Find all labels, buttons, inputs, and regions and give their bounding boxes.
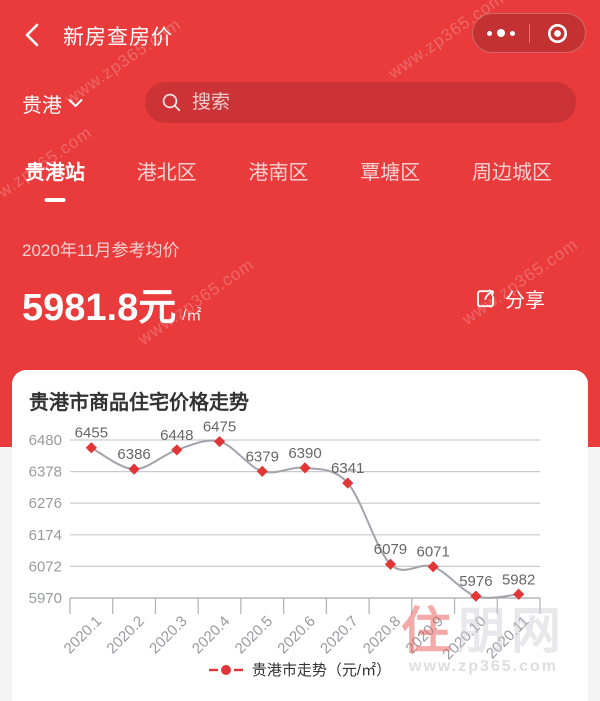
more-button[interactable] bbox=[473, 14, 529, 52]
x-tick-label: 2020.10 bbox=[439, 613, 489, 663]
chart-title: 贵港市商品住宅价格走势 bbox=[29, 392, 249, 414]
data-point-label: 6079 bbox=[374, 541, 407, 558]
price-trend-chart: 6480637862766174607259702020.12020.22020… bbox=[29, 419, 541, 663]
x-tick-label: 2020.11 bbox=[483, 613, 533, 663]
data-point-label: 6455 bbox=[75, 425, 108, 442]
price-trend-card: 贵港市商品住宅价格走势 6480 6378 6276 6174 6072 5970 2020… bbox=[12, 370, 588, 701]
miniprogram-capsule bbox=[472, 13, 586, 53]
share-box-arrow-icon bbox=[477, 289, 494, 308]
x-tick-label: 2020.5 bbox=[232, 613, 276, 657]
data-point-label: 6341 bbox=[331, 460, 364, 477]
three-dots-icon bbox=[486, 29, 515, 37]
chart-legend[interactable]: 贵港市走势（元/㎡） bbox=[12, 659, 588, 680]
search-input[interactable] bbox=[192, 91, 560, 114]
legend-label: 贵港市走势（元/㎡） bbox=[251, 662, 392, 679]
area-unit: /㎡ bbox=[182, 307, 202, 324]
data-point-marker bbox=[427, 561, 439, 573]
y-tick-label: 6378 bbox=[29, 464, 62, 481]
chevron-down-icon bbox=[68, 99, 83, 107]
y-tick-label: 5970 bbox=[29, 590, 62, 607]
data-point-marker bbox=[171, 444, 183, 456]
back-button[interactable] bbox=[18, 20, 48, 50]
x-tick-label: 2020.7 bbox=[317, 613, 361, 657]
x-tick-label: 2020.4 bbox=[189, 613, 233, 657]
chevron-left-icon bbox=[25, 23, 39, 47]
share-button[interactable]: 分享 bbox=[473, 284, 545, 313]
tab-gangbei[interactable]: 港北区 bbox=[136, 162, 197, 184]
price-caption: 2020年11月参考均价 bbox=[22, 241, 180, 260]
data-point-marker bbox=[213, 435, 226, 448]
tab-guigang-station[interactable]: 贵港站 bbox=[25, 156, 85, 202]
tab-surrounding[interactable]: 周边城区 bbox=[472, 162, 552, 184]
data-point-marker bbox=[85, 442, 97, 454]
x-tick-label: 2020.3 bbox=[146, 613, 190, 657]
record-circle-icon bbox=[547, 23, 567, 43]
x-tick-label: 2020.6 bbox=[274, 613, 318, 657]
y-tick-label: 6480 bbox=[29, 432, 62, 449]
city-selector[interactable]: 贵港 bbox=[22, 89, 83, 118]
data-point-label: 6379 bbox=[246, 448, 279, 465]
x-tick-label: 2020.1 bbox=[61, 613, 105, 657]
data-point-marker bbox=[256, 465, 268, 477]
share-label: 分享 bbox=[505, 290, 545, 312]
tab-qintang[interactable]: 覃塘区 bbox=[360, 162, 421, 184]
nav-bar: 新房查房价 bbox=[0, 13, 600, 54]
price-row: 5981.8 元 /㎡ 分享 bbox=[22, 276, 578, 331]
legend-line-marker-icon bbox=[208, 664, 243, 675]
data-point-label: 5982 bbox=[502, 571, 535, 588]
data-point-label: 6071 bbox=[416, 544, 449, 561]
search-bar[interactable] bbox=[145, 82, 576, 123]
y-tick-label: 6072 bbox=[29, 558, 62, 575]
search-row: 贵港 bbox=[0, 82, 600, 124]
minimize-button[interactable] bbox=[530, 14, 586, 52]
data-point-label: 6475 bbox=[203, 419, 236, 436]
x-tick-label: 2020.8 bbox=[360, 613, 404, 657]
data-point-marker bbox=[513, 588, 525, 600]
chart-plot: 6480637862766174607259702020.12020.22020… bbox=[29, 419, 541, 663]
capsule-divider bbox=[528, 23, 530, 43]
data-point-label: 6390 bbox=[288, 445, 321, 462]
active-tab-underline bbox=[44, 198, 66, 202]
average-price-value: 5981.8 bbox=[22, 287, 139, 329]
magnifier-icon bbox=[162, 93, 181, 112]
data-point-label: 6386 bbox=[117, 446, 150, 463]
y-tick-label: 6174 bbox=[29, 527, 62, 544]
tab-gangnan[interactable]: 港南区 bbox=[248, 162, 309, 184]
data-point-label: 5976 bbox=[459, 573, 492, 590]
data-point-marker bbox=[128, 463, 140, 475]
currency-unit: 元 bbox=[138, 287, 177, 329]
data-point-label: 6448 bbox=[160, 427, 193, 444]
y-tick-label: 6276 bbox=[29, 495, 62, 512]
city-name: 贵港 bbox=[22, 95, 62, 117]
page-title: 新房查房价 bbox=[63, 26, 173, 49]
district-tabs: 贵港站 港北区 港南区 覃塘区 周边城区 bbox=[25, 156, 552, 202]
data-point-marker bbox=[342, 477, 354, 489]
x-tick-label: 2020.2 bbox=[103, 613, 147, 657]
data-point-marker bbox=[470, 590, 482, 602]
